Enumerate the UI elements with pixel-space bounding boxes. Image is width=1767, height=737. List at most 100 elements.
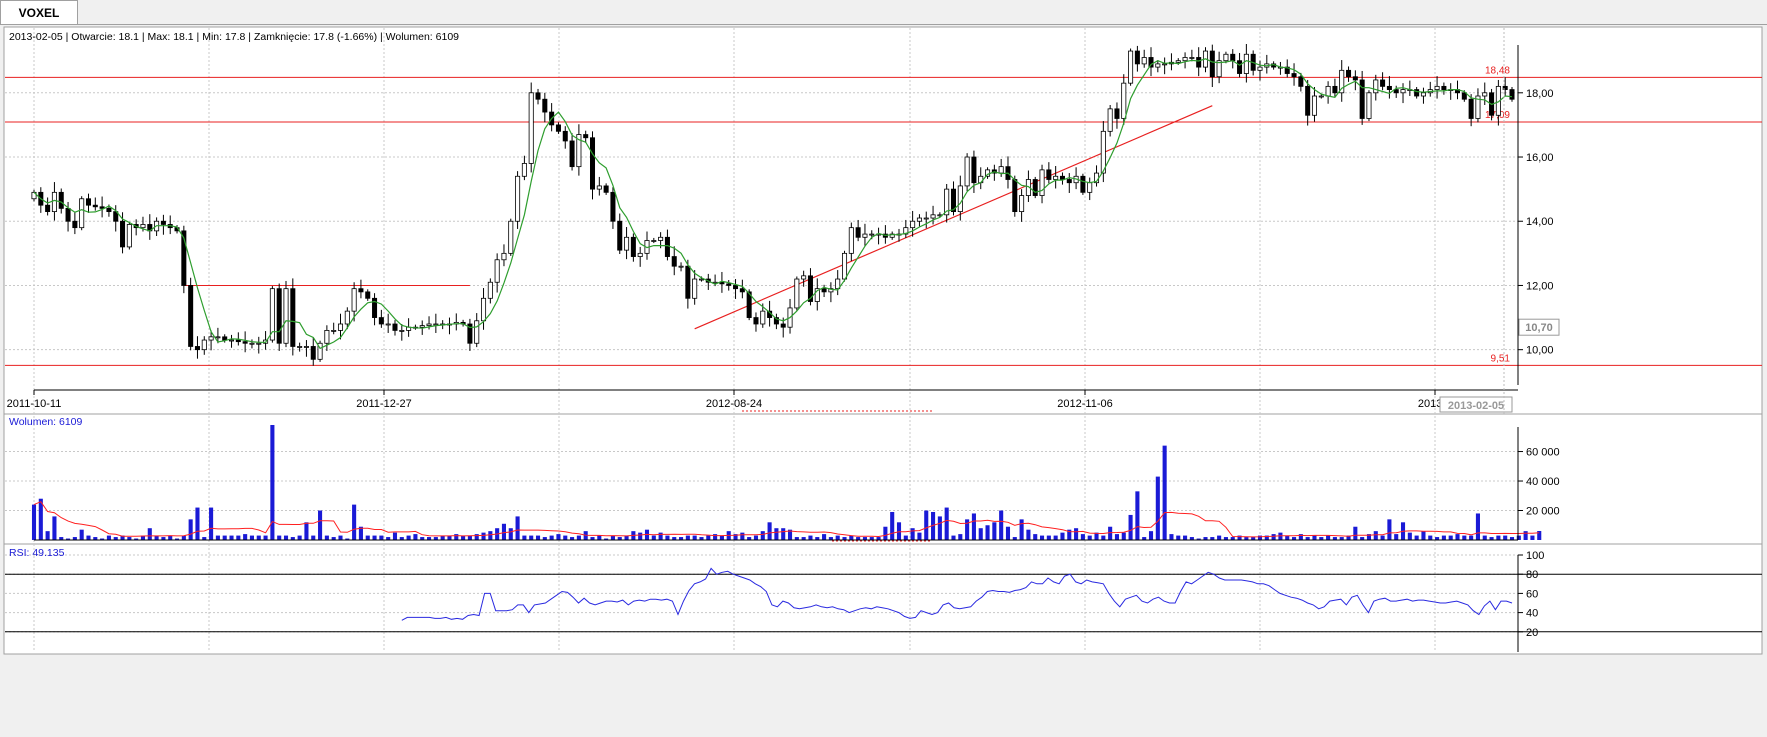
info-line: 2013-02-05 | Otwarcie: 18.1 | Max: 18.1 …: [9, 31, 459, 43]
candle-body: [596, 185, 602, 190]
volume-bar: [59, 537, 64, 540]
volume-panel[interactable]: [3, 413, 1763, 545]
volume-bar: [1462, 535, 1467, 540]
candle-body: [1053, 175, 1059, 180]
candle-body: [256, 342, 262, 345]
axes: 10,00 12,00 14,00 16,00 18,00 10,70 2011-10-11…: [7, 28, 1560, 652]
time-axis-label: 2012-08-24: [706, 398, 762, 410]
candle-body: [828, 288, 834, 293]
candle-body: [671, 256, 677, 267]
moving-average-line: [33, 58, 1513, 350]
candle-body: [848, 227, 854, 254]
volume-bar: [1332, 537, 1337, 540]
candle-body: [760, 310, 766, 325]
candle-body: [998, 166, 1004, 174]
candle-body: [310, 346, 316, 360]
candle-body: [249, 342, 255, 345]
volume-bar: [1475, 513, 1480, 540]
volume-average-line: [33, 501, 1540, 538]
candle-body: [229, 339, 235, 342]
volume-bar: [127, 537, 132, 540]
volume-series: [31, 425, 1542, 540]
candle-body: [1141, 57, 1147, 65]
volume-bar: [488, 531, 493, 540]
volume-bar: [481, 532, 486, 540]
candle-body: [487, 281, 493, 299]
volume-bar: [576, 535, 581, 540]
candle-body: [290, 288, 296, 347]
volume-bar: [1366, 534, 1372, 540]
volume-bar: [1223, 537, 1228, 540]
volume-bar: [1019, 519, 1024, 540]
candle-body: [1257, 66, 1263, 71]
volume-bar: [352, 504, 357, 540]
volume-bar: [168, 535, 173, 540]
candle-body: [140, 224, 146, 229]
volume-bar: [1489, 537, 1494, 540]
volume-bar: [365, 535, 370, 540]
candle-body: [337, 323, 344, 331]
candle-body: [542, 98, 548, 113]
volume-bar: [1183, 535, 1188, 540]
candle-body: [1230, 53, 1236, 62]
candle-body: [910, 220, 916, 229]
candle-body: [1148, 57, 1154, 68]
volume-bar: [1053, 535, 1058, 540]
candle-body: [569, 140, 575, 168]
volume-bar: [767, 522, 772, 540]
volume-bar: [1530, 535, 1535, 540]
candle-body: [1114, 108, 1120, 119]
volume-bar: [461, 535, 466, 540]
candle-body: [698, 278, 704, 281]
candle-body: [814, 288, 820, 302]
volume-bar: [1121, 532, 1126, 540]
candle-body: [1039, 169, 1045, 196]
volume-bar: [318, 510, 323, 540]
volume-bar: [549, 535, 554, 540]
volume-bar: [822, 534, 827, 540]
volume-bar: [195, 507, 200, 540]
trend-line: [694, 105, 1213, 330]
volume-bar: [1087, 535, 1092, 540]
volume-bar: [454, 534, 459, 540]
candle-body: [555, 124, 561, 132]
candle-body: [1237, 60, 1243, 74]
candle-body: [515, 175, 521, 222]
cursor-price-label: 10,70: [1525, 322, 1553, 334]
volume-bar: [1496, 535, 1501, 540]
volume-bar: [181, 535, 186, 540]
candle-body: [303, 346, 309, 348]
volume-bar: [93, 537, 98, 540]
candle-body: [855, 227, 861, 238]
candle-body: [610, 191, 616, 222]
rsi-panel[interactable]: [3, 543, 1763, 655]
candle-body: [1366, 92, 1372, 119]
volume-bar: [236, 535, 241, 540]
volume-bar: [147, 528, 152, 540]
volume-bar: [944, 507, 949, 540]
volume-bar: [229, 535, 234, 540]
candle-body: [1189, 57, 1195, 59]
candle-body: [358, 288, 364, 293]
volume-bar: [937, 516, 942, 540]
volume-bar: [1264, 535, 1269, 540]
candle-body: [269, 288, 275, 341]
volume-axis-label: 60 000: [1526, 447, 1560, 459]
volume-bar: [1305, 537, 1310, 540]
candle-body: [276, 288, 282, 344]
volume-bar: [808, 535, 813, 540]
volume-bar: [324, 535, 329, 540]
candle-body: [1216, 60, 1222, 78]
candle-body: [930, 214, 936, 219]
volume-bar: [222, 535, 227, 540]
volume-bar: [1441, 535, 1446, 540]
candle-body: [664, 236, 670, 257]
volume-bar: [1503, 535, 1508, 540]
candle-body: [944, 188, 950, 216]
tab-voxel[interactable]: VOXEL: [0, 0, 78, 24]
volume-bar: [467, 535, 472, 540]
volume-bar: [474, 534, 479, 540]
volume-bar: [917, 532, 922, 540]
volume-bar: [1421, 531, 1426, 540]
candle-body: [957, 185, 963, 213]
